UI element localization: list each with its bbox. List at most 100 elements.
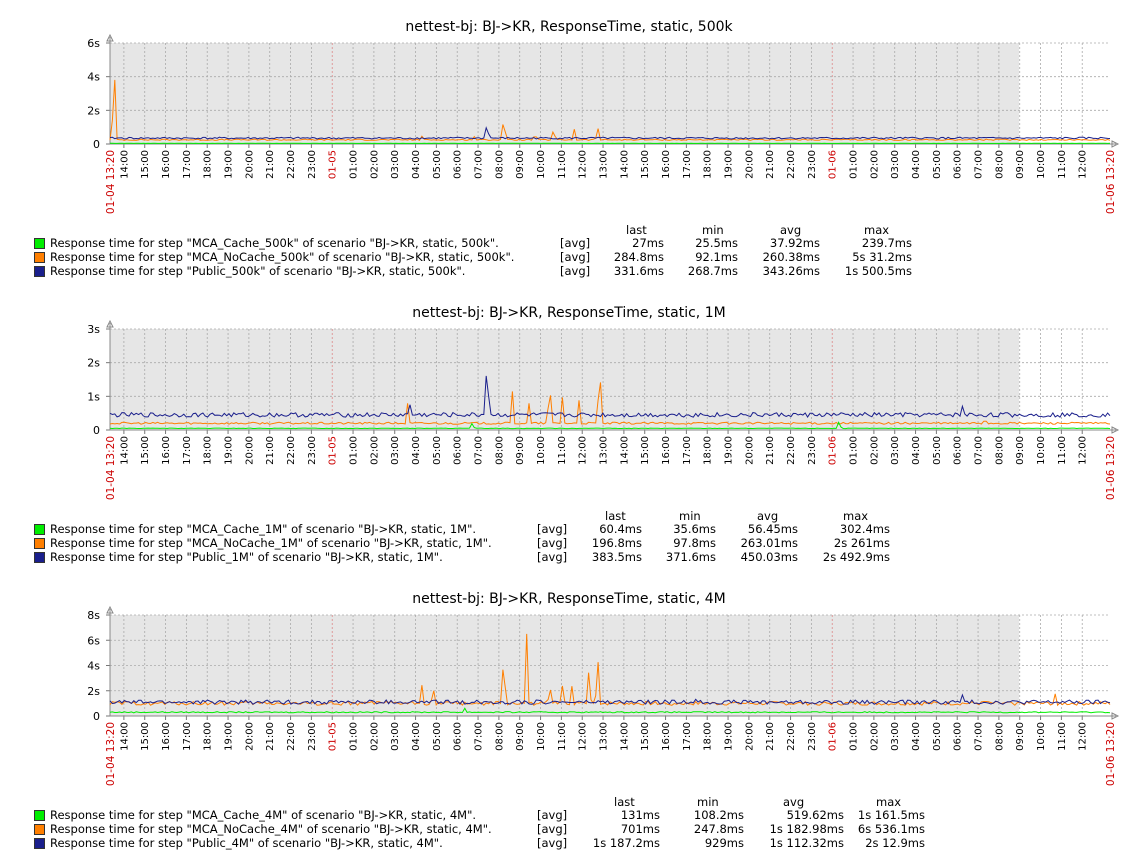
x-tick-label: 02:00 — [869, 436, 880, 465]
x-tick-label: 21:00 — [265, 150, 276, 179]
y-tick-label: 0 — [93, 424, 100, 437]
x-tick-label: 23:00 — [307, 436, 318, 465]
plot-future-area — [1019, 329, 1110, 430]
x-tick-label: 14:00 — [619, 150, 630, 179]
legend-min: 92.1ms — [695, 250, 738, 264]
x-tick-label: 03:00 — [390, 436, 401, 465]
x-tick-label: 22:00 — [786, 150, 797, 179]
legend-agg: [avg] — [537, 550, 568, 564]
legend-label: Response time for step "MCA_Cache_500k" … — [50, 236, 499, 250]
x-tick-label: 17:00 — [682, 436, 693, 465]
x-tick-label: 05:00 — [932, 150, 943, 179]
y-tick-label: 4s — [87, 71, 100, 84]
y-tick-label: 6s — [87, 37, 100, 50]
x-tick-label: 17:00 — [182, 722, 193, 751]
x-tick-label: 14:00 — [119, 150, 130, 179]
series-line-public — [109, 126, 1111, 140]
x-tick-label: 09:00 — [515, 436, 526, 465]
x-tick-label: 10:00 — [536, 150, 547, 179]
x-tick-label: 11:00 — [557, 436, 568, 465]
legend-row-mca-nocache: Response time for step "MCA_NoCache_4M" … — [34, 822, 1034, 836]
chart-plot-1m: 14:00 15:00 16:00 17:00 18:00 19:00 20:00 21:00… — [87, 319, 1120, 500]
x-tick-label: 02:00 — [369, 436, 380, 465]
legend-last: 331.6ms — [613, 264, 664, 278]
stat-header-avg: avg — [783, 795, 805, 809]
x-tick-label: 22:00 — [286, 150, 297, 179]
x-tick-label: 20:00 — [744, 436, 755, 465]
x-tick-label: 14:00 — [119, 722, 130, 751]
stat-header-min: min — [702, 223, 724, 237]
stat-header-last: last — [626, 223, 647, 237]
x-tick-label: 05:00 — [432, 436, 443, 465]
x-tick-label: 21:00 — [265, 436, 276, 465]
y-tick-label: 6s — [87, 634, 100, 647]
y-tick-label: 3s — [87, 323, 100, 336]
stat-header-min: min — [697, 795, 719, 809]
stat-header-avg: avg — [780, 223, 802, 237]
legend-agg: [avg] — [537, 808, 568, 822]
chart-title: nettest-bj: BJ->KR, ResponseTime, static… — [412, 591, 726, 607]
legend-label: Response time for step "Public_4M" of sc… — [50, 836, 443, 850]
legend-last: 131ms — [620, 808, 660, 822]
x-tick-label: 23:00 — [807, 150, 818, 179]
legend-agg: [avg] — [560, 236, 591, 250]
legend-row-mca-cache: Response time for step "MCA_Cache_1M" of… — [34, 522, 1034, 536]
legend-avg: 1s 182.98ms — [769, 822, 844, 836]
x-tick-label: 22:00 — [286, 436, 297, 465]
x-tick-label: 18:00 — [703, 436, 714, 465]
legend-4m: Response time for step "MCA_Cache_4M" of… — [34, 808, 1034, 850]
legend-avg: 56.45ms — [747, 522, 798, 536]
x-tick-label: 21:00 — [265, 722, 276, 751]
x-tick-label: 05:00 — [432, 722, 443, 751]
legend-label: Response time for step "MCA_NoCache_4M" … — [50, 822, 492, 836]
x-tick-label: 11:00 — [1057, 722, 1068, 751]
x-tick-label: 09:00 — [1015, 150, 1026, 179]
stat-header-last: last — [605, 509, 626, 523]
x-tick-label: 14:00 — [619, 722, 630, 751]
x-tick-label: 07:00 — [474, 150, 485, 179]
x-start-label: 01-04 13:20 — [105, 150, 117, 214]
x-tick-label: 01-06 — [828, 436, 839, 465]
x-tick-label: 08:00 — [994, 436, 1005, 465]
legend-last: 1s 187.2ms — [592, 836, 660, 850]
x-tick-label: 20:00 — [244, 722, 255, 751]
x-tick-label: 07:00 — [474, 436, 485, 465]
legend-min: 929ms — [704, 836, 744, 850]
x-tick-label: 10:00 — [1036, 722, 1047, 751]
legend-avg: 263.01ms — [740, 536, 798, 550]
legend-max: 6s 536.1ms — [857, 822, 925, 836]
y-tick-label: 2s — [87, 104, 100, 117]
x-tick-label: 09:00 — [1015, 436, 1026, 465]
legend-row-mca-cache: Response time for step "MCA_Cache_500k" … — [34, 236, 1034, 250]
x-tick-label: 03:00 — [390, 722, 401, 751]
x-tick-label: 17:00 — [682, 150, 693, 179]
legend-agg: [avg] — [537, 836, 568, 850]
x-start-label: 01-04 13:20 — [105, 436, 117, 500]
y-axis-arrow-icon — [106, 605, 114, 614]
plot-shaded-area — [110, 329, 1019, 430]
y-tick-label: 2s — [87, 357, 100, 370]
legend-swatch — [34, 238, 45, 249]
plot-future-area — [1019, 43, 1110, 144]
legend-min: 108.2ms — [693, 808, 744, 822]
x-tick-label: 18:00 — [703, 722, 714, 751]
x-tick-label: 04:00 — [911, 722, 922, 751]
x-tick-label: 01:00 — [849, 436, 860, 465]
x-tick-label: 06:00 — [953, 150, 964, 179]
legend-last: 701ms — [620, 822, 660, 836]
x-tick-label: 23:00 — [307, 150, 318, 179]
x-tick-label: 07:00 — [974, 722, 985, 751]
legend-row-public: Response time for step "Public_4M" of sc… — [34, 836, 1034, 850]
legend-swatch — [34, 266, 45, 277]
legend-max: 1s 500.5ms — [844, 264, 912, 278]
legend-max: 2s 12.9ms — [865, 836, 925, 850]
y-tick-label: 0 — [93, 710, 100, 723]
x-tick-label: 02:00 — [369, 150, 380, 179]
x-tick-label: 16:00 — [661, 436, 672, 465]
x-tick-label: 10:00 — [1036, 150, 1047, 179]
x-tick-label: 01-05 — [328, 150, 339, 179]
legend-max: 239.7ms — [861, 236, 912, 250]
series-line-mca-cache — [109, 421, 1111, 430]
y-axis-arrow-icon — [106, 319, 114, 328]
legend-min: 268.7ms — [687, 264, 738, 278]
